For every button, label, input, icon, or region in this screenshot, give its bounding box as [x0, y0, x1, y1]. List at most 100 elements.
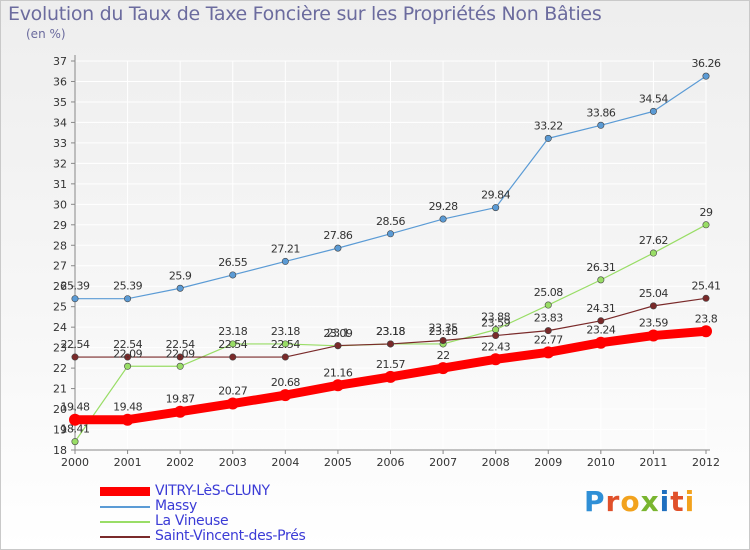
y-tick-label: 22 — [53, 362, 67, 375]
data-point — [334, 342, 342, 350]
logo-letter: t — [670, 485, 685, 518]
data-label: 19.87 — [166, 393, 195, 406]
data-label: 25.41 — [692, 279, 721, 292]
legend-label-saint-vincent: Saint-Vincent-des-Prés — [155, 528, 306, 544]
data-label: 22.54 — [218, 338, 247, 351]
data-point — [71, 438, 79, 446]
y-tick-label: 35 — [53, 96, 67, 109]
data-point — [702, 294, 710, 302]
y-tick-label: 20 — [53, 403, 67, 416]
x-tick-label: 2001 — [114, 456, 142, 469]
data-point — [384, 370, 397, 383]
data-label: 23.18 — [376, 325, 405, 338]
x-tick-label: 2002 — [166, 456, 194, 469]
data-point — [649, 302, 657, 310]
data-label: 24.31 — [586, 302, 615, 315]
data-point — [334, 244, 342, 252]
data-point — [71, 353, 79, 361]
data-point — [544, 301, 552, 309]
data-label: 36.26 — [692, 57, 721, 70]
y-tick-label: 27 — [53, 260, 67, 273]
data-label: 33.86 — [586, 106, 615, 119]
data-point — [700, 325, 712, 338]
y-tick-label: 31 — [53, 178, 67, 191]
data-label: 22.43 — [481, 340, 510, 353]
data-label: 27.62 — [639, 234, 668, 247]
y-tick-label: 23 — [53, 342, 67, 355]
data-point — [174, 405, 187, 418]
data-point — [176, 362, 184, 370]
logo-letter: o — [620, 485, 641, 518]
data-point — [226, 397, 239, 410]
data-label: 23.1 — [327, 327, 350, 340]
logo-letter: i — [684, 485, 696, 518]
data-point — [176, 284, 184, 292]
data-label: 21.16 — [323, 366, 352, 379]
data-label: 23.18 — [429, 325, 458, 338]
data-label: 29 — [700, 206, 713, 219]
data-label: 25.39 — [61, 280, 90, 293]
y-tick-label: 33 — [53, 137, 67, 150]
data-label: 21.57 — [376, 358, 405, 371]
data-label: 18.41 — [61, 423, 90, 436]
legend-swatch-la-vineuse — [100, 521, 150, 523]
data-label: 25.39 — [113, 280, 142, 293]
data-label: 19.48 — [113, 401, 142, 414]
data-point — [597, 317, 605, 325]
x-tick-label: 2009 — [534, 456, 562, 469]
data-label: 23.8 — [695, 312, 718, 325]
data-point — [597, 121, 605, 129]
y-tick-label: 19 — [53, 424, 67, 437]
data-label: 23.18 — [376, 325, 405, 338]
data-label: 20.27 — [218, 385, 247, 398]
data-point — [386, 340, 394, 348]
data-point — [492, 332, 500, 340]
data-point — [439, 336, 447, 344]
data-point — [229, 353, 237, 361]
data-label: 23.09 — [323, 327, 352, 340]
data-point — [279, 389, 292, 402]
proxiti-logo: Proxiti — [584, 485, 695, 518]
data-point — [281, 257, 289, 265]
data-point — [71, 295, 79, 303]
data-label: 23.59 — [639, 317, 668, 330]
logo-letter: x — [640, 485, 660, 518]
y-tick-label: 34 — [53, 116, 67, 129]
data-label: 34.54 — [639, 92, 668, 105]
data-point — [386, 230, 394, 238]
data-label: 22 — [437, 349, 450, 362]
x-tick-label: 2006 — [377, 456, 405, 469]
y-tick-label: 24 — [53, 321, 67, 334]
data-point — [594, 336, 607, 349]
data-label: 29.84 — [481, 189, 510, 202]
data-point — [544, 134, 552, 142]
y-tick-label: 30 — [53, 198, 67, 211]
data-label: 23.35 — [429, 321, 458, 334]
legend-label-massy: Massy — [155, 498, 198, 514]
legend-swatch-vitry — [100, 487, 150, 496]
y-tick-label: 37 — [53, 55, 67, 68]
y-tick-label: 25 — [53, 301, 67, 314]
data-point — [121, 413, 134, 426]
legend-item-massy: Massy — [100, 498, 400, 514]
logo-letter: i — [659, 485, 671, 518]
data-label: 25.08 — [534, 286, 563, 299]
legend-item-saint-vincent: Saint-Vincent-des-Prés — [100, 528, 400, 544]
y-tick-label: 32 — [53, 157, 67, 170]
data-label: 22.54 — [113, 338, 142, 351]
data-point — [229, 340, 237, 348]
data-point — [176, 353, 184, 361]
data-label: 25.04 — [639, 287, 668, 300]
legend: VITRY-LèS-CLUNY Massy La Vineuse Saint-V… — [100, 483, 400, 544]
data-point — [281, 340, 289, 348]
chart-subtitle: (en %) — [26, 27, 66, 41]
x-tick-label: 2003 — [219, 456, 247, 469]
data-point — [542, 346, 555, 359]
data-label: 22.77 — [534, 333, 563, 346]
data-label: 33.22 — [534, 119, 563, 132]
data-point — [281, 353, 289, 361]
data-point — [649, 107, 657, 115]
data-label: 22.54 — [166, 338, 195, 351]
